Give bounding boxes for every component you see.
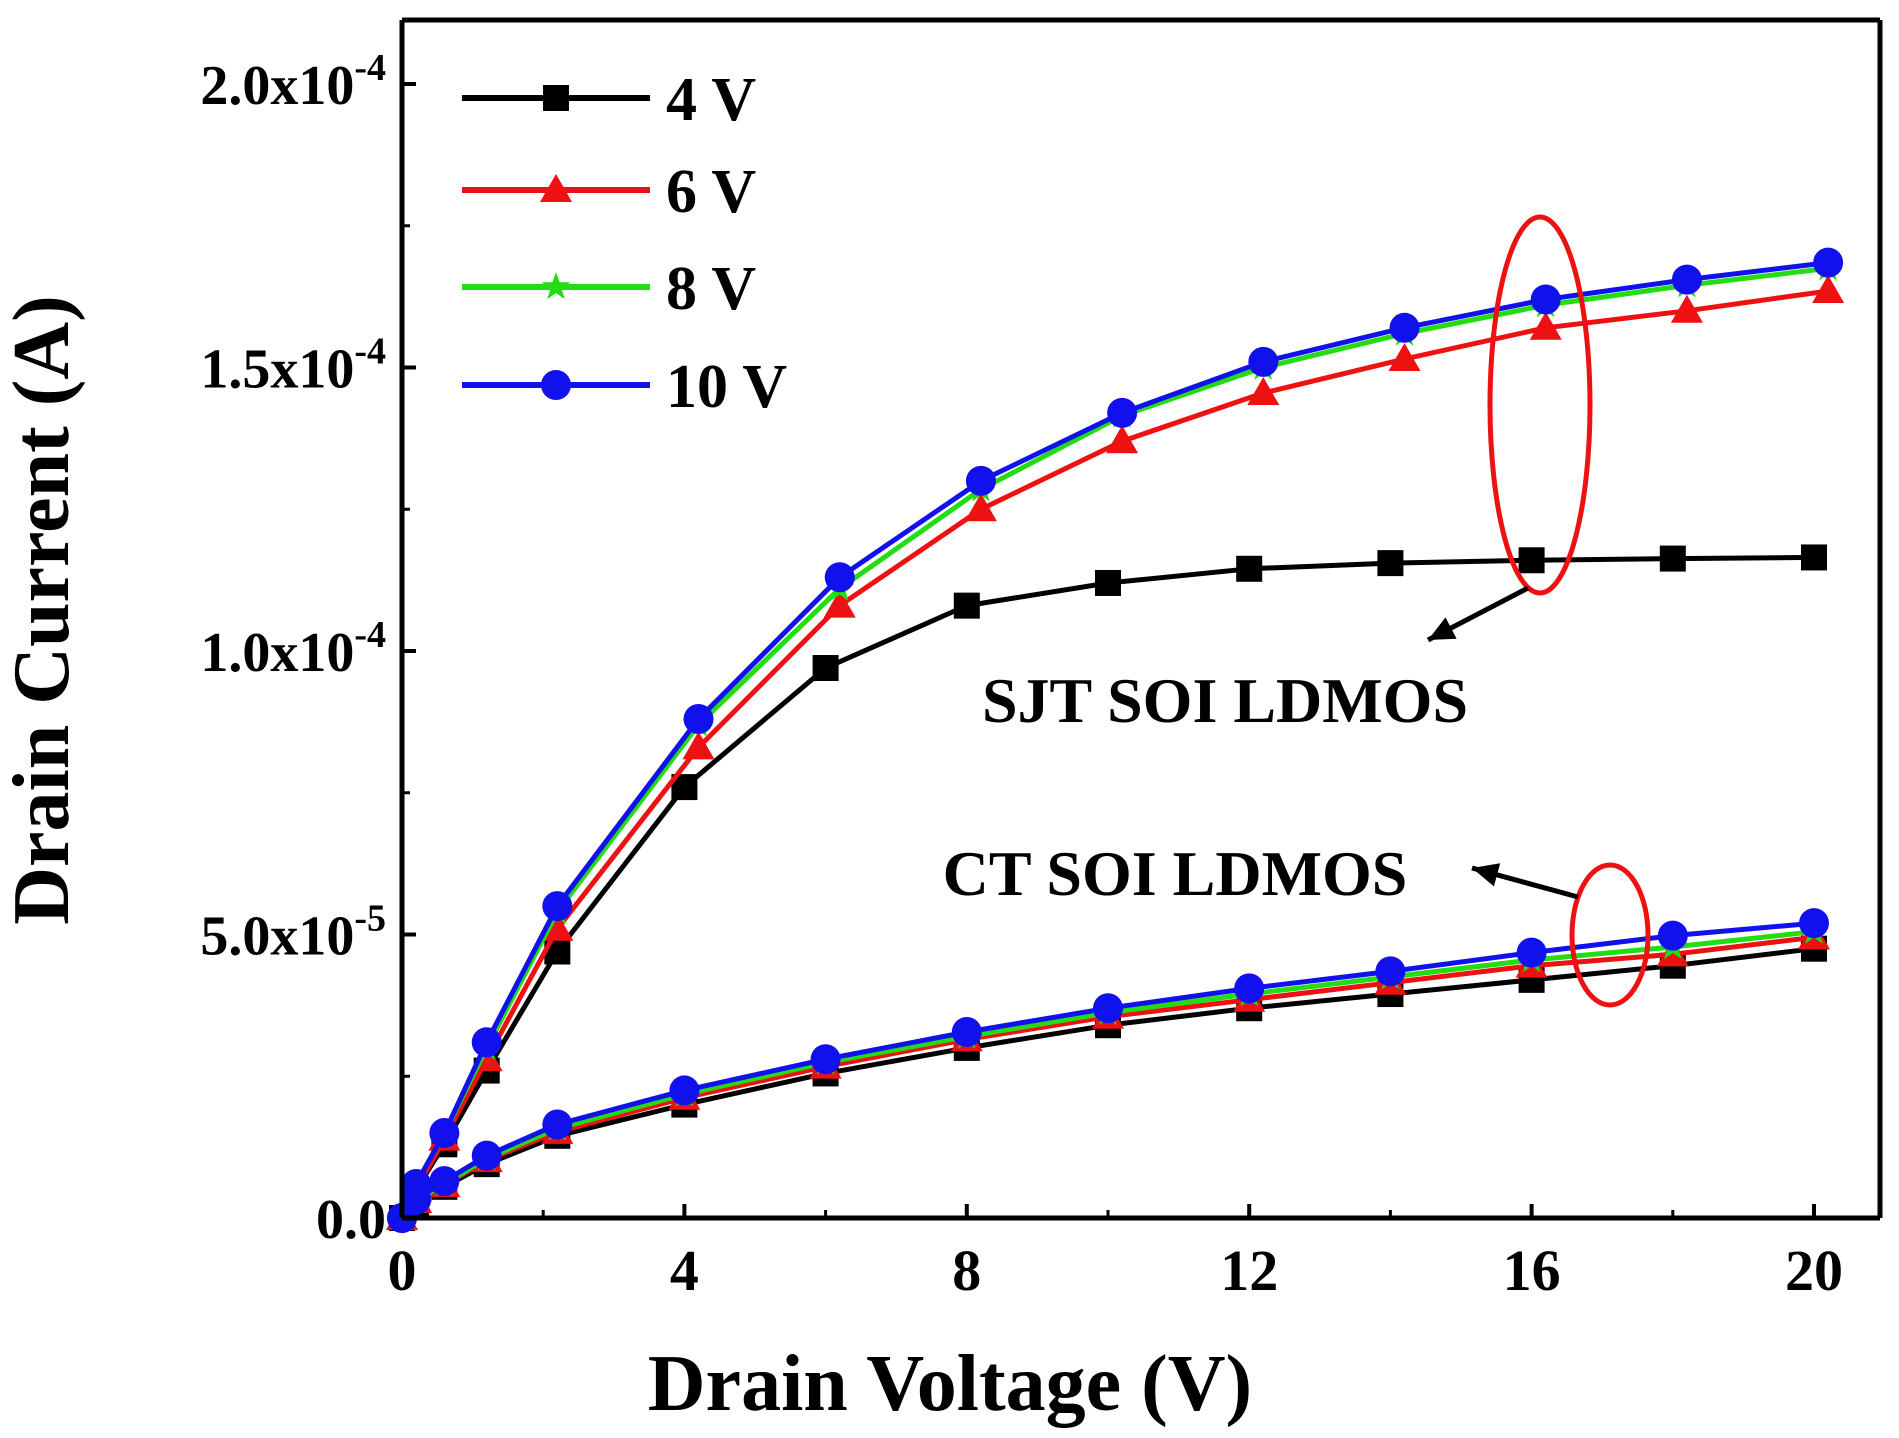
y-tick-label-4: 2.0x10-4 — [200, 47, 386, 117]
series-point-3-0-9 — [1248, 346, 1279, 377]
label-sjt-soi-ldmos: SJT SOI LDMOS — [982, 665, 1468, 736]
series-point-1-0-11 — [1529, 311, 1562, 340]
legend-label-1: 6 V — [666, 158, 756, 226]
series-point-0-0-7 — [953, 592, 980, 619]
series-point-1-0-13 — [1812, 274, 1845, 303]
series-point-3-1-4 — [542, 1109, 573, 1140]
legend-label-2: 8 V — [666, 255, 756, 323]
series-point-3-1-5 — [669, 1075, 700, 1106]
series-point-3-1-6 — [810, 1044, 841, 1075]
y-tick-label-0: 0.0 — [316, 1189, 386, 1251]
series-point-3-0-2 — [429, 1117, 460, 1148]
y-tick-mantissa-0: 0.0 — [316, 1189, 386, 1251]
y-tick-mantissa-4: 2.0x10 — [200, 55, 354, 117]
series-point-0-0-8 — [1095, 569, 1121, 596]
series-point-3-1-12 — [1657, 920, 1688, 951]
x-tick-label-1: 4 — [670, 1238, 699, 1303]
legend-marker-1 — [540, 174, 572, 202]
series-point-0-0-6 — [812, 655, 839, 682]
y-axis-title: Drain Current (A) — [0, 295, 86, 925]
series-point-3-0-5 — [683, 704, 714, 735]
series-point-1-0-4 — [541, 912, 574, 941]
y-tick-exponent-1: -5 — [354, 898, 386, 940]
series-point-1-0-12 — [1670, 294, 1703, 323]
series-point-3-1-11 — [1516, 937, 1547, 968]
y-tick-label-2: 1.0x10-4 — [200, 614, 386, 684]
series-point-3-1-8 — [1093, 993, 1123, 1024]
series-point-3-0-11 — [1530, 284, 1561, 315]
series-point-0-0-9 — [1236, 555, 1263, 582]
x-tick-label-5: 20 — [1785, 1238, 1843, 1303]
series-point-3-0-7 — [965, 465, 996, 496]
series-point-1-0-10 — [1388, 342, 1421, 371]
y-tick-exponent-4: -4 — [354, 47, 386, 89]
series-layer — [386, 247, 1845, 1233]
series-point-1-0-5 — [682, 731, 715, 760]
series-point-1-0-8 — [1106, 425, 1139, 454]
series-point-3-1-3 — [471, 1140, 502, 1171]
series-point-0-0-11 — [1518, 547, 1545, 574]
series-point-3-0-8 — [1107, 397, 1138, 428]
legend-marker-2 — [541, 272, 571, 300]
legend-label-3: 10 V — [666, 353, 787, 421]
ticks-layer: 0 4 8 12 16 200.05.0x10-51.0x10-41.5x10-42.0x… — [200, 47, 1843, 1303]
series-point-3-1-13 — [1799, 908, 1829, 939]
y-tick-label-3: 1.5x10-4 — [200, 331, 386, 401]
y-tick-mantissa-3: 1.5x10 — [200, 339, 354, 401]
series-point-3-1-2 — [429, 1166, 460, 1197]
x-axis-title: Drain Voltage (V) — [648, 1340, 1252, 1428]
arrow-sjt-head — [1428, 617, 1457, 640]
series-point-3-0-3 — [471, 1027, 502, 1058]
series-point-3-0-13 — [1813, 247, 1844, 278]
legend-marker-0 — [543, 85, 569, 111]
series-point-1-0-6 — [823, 589, 856, 618]
series-point-3-0-12 — [1671, 264, 1702, 295]
series-point-3-0-10 — [1389, 312, 1420, 343]
legend-label-0: 4 V — [666, 66, 756, 134]
series-line-3-0 — [399, 260, 1829, 1219]
series-point-3-1-1 — [401, 1184, 432, 1215]
y-tick-exponent-3: -4 — [354, 331, 386, 373]
highlight-ellipse-ct — [1569, 862, 1651, 1008]
y-tick-mantissa-2: 1.0x10 — [200, 622, 354, 684]
series-point-0-0-12 — [1659, 545, 1686, 572]
series-point-0-0-10 — [1377, 550, 1404, 577]
y-tick-label-1: 5.0x10-5 — [200, 898, 386, 968]
x-tick-label-2: 8 — [952, 1238, 981, 1303]
series-point-3-1-10 — [1375, 956, 1406, 987]
x-tick-label-0: 0 — [388, 1238, 417, 1303]
series-point-3-0-6 — [824, 562, 855, 593]
highlight-ellipse-sjt — [1487, 214, 1593, 596]
x-tick-label-4: 16 — [1503, 1238, 1561, 1303]
legend: 4 V 6 V 8 V 10 V — [462, 66, 787, 421]
series-point-1-0-7 — [964, 493, 997, 522]
legend-marker-3 — [541, 370, 571, 400]
label-ct-soi-ldmos: CT SOI LDMOS — [943, 838, 1408, 909]
series-point-3-1-7 — [951, 1017, 982, 1048]
series-point-3-0-4 — [542, 891, 573, 922]
series-point-1-0-9 — [1247, 377, 1280, 406]
series-point-0-0-13 — [1801, 544, 1827, 571]
x-tick-label-3: 12 — [1220, 1238, 1278, 1303]
arrow-ct-head — [1472, 863, 1501, 887]
annotation-layer: SJT SOI LDMOS CT SOI LDMOS — [943, 214, 1651, 1008]
y-tick-exponent-2: -4 — [354, 614, 386, 656]
y-tick-mantissa-1: 5.0x10 — [200, 906, 354, 968]
series-point-3-1-9 — [1234, 973, 1265, 1004]
axes-layer — [399, 17, 1883, 1221]
